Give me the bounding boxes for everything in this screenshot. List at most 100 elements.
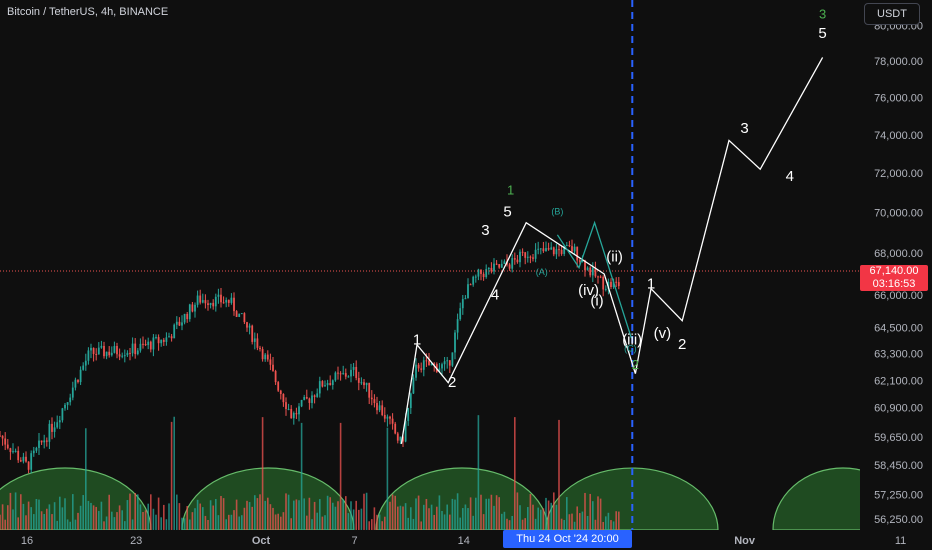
candle-body — [243, 313, 246, 323]
candle-body — [344, 373, 347, 377]
volume-bar — [506, 518, 508, 530]
price-tick-label: 60,900.00 — [874, 403, 923, 415]
volume-bar — [121, 510, 123, 530]
candle-body — [524, 252, 527, 258]
candle-body — [279, 390, 282, 394]
volume-bar — [189, 519, 191, 530]
volume-bar — [269, 504, 272, 530]
volume-bar — [514, 417, 516, 530]
volume-bar — [319, 499, 321, 530]
candle-body — [277, 382, 280, 391]
currency-button[interactable]: USDT — [864, 3, 920, 25]
candle-body — [170, 336, 173, 339]
price-tick-label: 59,650.00 — [874, 432, 923, 444]
candle-body — [599, 276, 602, 278]
price-tick-label: 63,300.00 — [874, 349, 923, 361]
volume-bar — [38, 499, 40, 530]
volume-bar — [111, 511, 113, 530]
candle-body — [324, 385, 326, 387]
volume-bar — [428, 508, 430, 530]
candle-body — [209, 302, 212, 306]
candle-body — [539, 248, 542, 250]
candle-body — [487, 267, 490, 270]
candle-body — [230, 297, 233, 303]
volume-bar — [326, 495, 329, 530]
volume-bar — [490, 494, 493, 530]
candle-body — [238, 313, 241, 317]
candle-body — [165, 337, 168, 342]
volume-bar — [443, 514, 446, 530]
candle-body — [113, 345, 116, 353]
volume-bar — [397, 506, 399, 530]
volume-bar — [537, 507, 539, 530]
wave-label: 2 — [448, 374, 456, 391]
volume-bar — [46, 508, 48, 530]
candle-body — [503, 261, 506, 264]
candle-body — [391, 418, 394, 424]
candle-body — [261, 349, 264, 360]
candle-body — [604, 288, 607, 290]
volume-bar — [92, 505, 95, 530]
candle-body — [355, 366, 358, 378]
wave-label: 2 — [678, 336, 686, 353]
volume-bar — [376, 514, 378, 530]
volume-bar — [191, 512, 194, 530]
time-tick-label: Nov — [734, 535, 756, 547]
candle-body — [526, 256, 529, 258]
wave-label: (i) — [590, 293, 603, 310]
volume-bar — [417, 495, 420, 530]
volume-bar — [576, 506, 578, 530]
candle-body — [563, 245, 566, 254]
volume-bar — [480, 494, 482, 530]
volume-bar — [168, 503, 170, 530]
volume-bar — [215, 499, 217, 530]
volume-bar — [155, 514, 157, 530]
candle-body — [480, 269, 482, 274]
wave-label: 3 — [740, 120, 748, 137]
candle-body — [565, 245, 568, 247]
volume-bar — [368, 521, 370, 530]
candle-body — [350, 369, 352, 377]
volume-bar — [493, 505, 495, 530]
candle-body — [482, 273, 485, 278]
volume-bar — [352, 509, 355, 530]
volume-bar — [553, 492, 555, 530]
candle-body — [199, 295, 202, 303]
volume-bar — [472, 515, 474, 530]
volume-bar — [79, 505, 82, 530]
current-price-value: 67,140.00 — [869, 265, 919, 277]
volume-bar — [337, 501, 339, 530]
candle-body — [235, 311, 238, 317]
wave-label: (B) — [551, 207, 563, 217]
volume-bar — [300, 422, 303, 530]
volume-bar — [560, 518, 563, 530]
volume-bar — [399, 505, 402, 530]
candle-body — [568, 245, 571, 247]
volume-bar — [378, 514, 381, 530]
candle-body — [485, 269, 488, 278]
bar-countdown: 03:16:53 — [872, 278, 916, 290]
volume-bar — [324, 515, 326, 530]
volume-bar — [355, 500, 357, 530]
candle-body — [334, 372, 337, 381]
wave-label: (ii) — [606, 248, 623, 265]
candle-body — [269, 359, 272, 365]
candle-body — [360, 382, 363, 384]
volume-bar — [618, 511, 620, 530]
volume-bar — [74, 519, 77, 530]
candle-body — [495, 263, 498, 265]
volume-bar — [610, 520, 612, 530]
price-tick-label: 57,250.00 — [874, 489, 923, 501]
volume-bar — [251, 506, 253, 530]
wave-label: (C) — [624, 343, 637, 353]
candle-body — [287, 408, 290, 410]
candle-body — [116, 345, 118, 355]
candle-body — [225, 300, 228, 303]
volume-bar — [243, 507, 246, 530]
candle-body — [38, 440, 40, 448]
candle-body — [552, 247, 555, 255]
candle-body — [147, 341, 150, 346]
volume-bar — [20, 494, 22, 530]
candle-body — [425, 360, 428, 362]
